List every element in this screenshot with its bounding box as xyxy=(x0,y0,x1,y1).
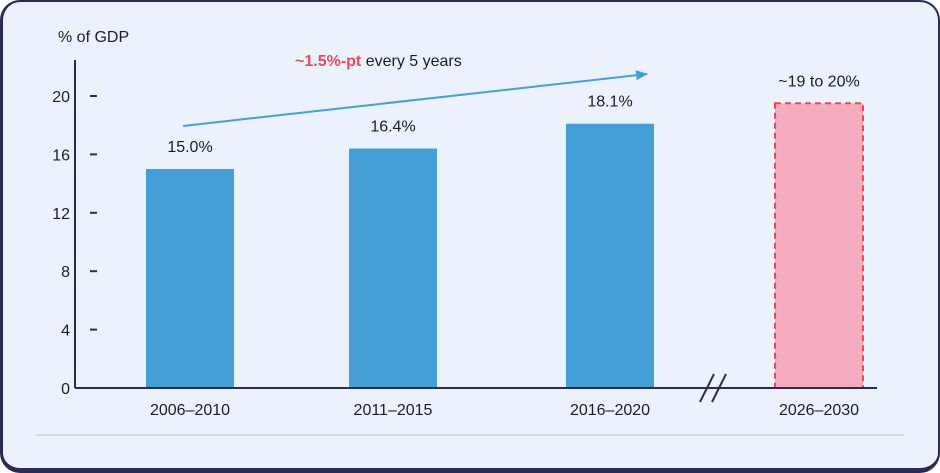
trend-text: every 5 years xyxy=(361,53,461,70)
category-label: 2006–2010 xyxy=(150,402,230,419)
bar-projected xyxy=(774,102,864,390)
y-axis-label: % of GDP xyxy=(58,29,129,46)
y-tick-label: 8 xyxy=(61,264,70,281)
data-labels: 15.0% 16.4% 18.1% ~19 to 20% xyxy=(167,73,859,156)
y-tick-label: 20 xyxy=(52,89,70,106)
axis-break-mark-2 xyxy=(711,373,727,403)
axis-break xyxy=(699,373,727,403)
trend-arrow xyxy=(182,70,648,127)
bar xyxy=(349,148,437,388)
data-label: 15.0% xyxy=(167,139,212,156)
axis-break-mark-1 xyxy=(699,373,715,403)
y-tick-label: 12 xyxy=(52,206,70,223)
bar xyxy=(146,169,234,388)
category-label: 2016–2020 xyxy=(570,402,650,419)
category-labels: 2006–2010 2011–2015 2016–2020 2026–2030 xyxy=(150,402,859,419)
category-label: 2011–2015 xyxy=(354,402,433,419)
bar xyxy=(566,123,654,389)
category-label: 2026–2030 xyxy=(779,402,859,419)
trend-highlight: ~1.5%-pt xyxy=(295,53,362,70)
data-label: 18.1% xyxy=(587,94,632,111)
trend-annotation: ~1.5%-pt every 5 years xyxy=(295,53,462,70)
y-tick-label: 16 xyxy=(52,147,70,164)
data-label: ~19 to 20% xyxy=(778,73,859,90)
data-label: 16.4% xyxy=(370,119,415,136)
bars xyxy=(146,102,864,390)
y-tick-label: 4 xyxy=(61,323,70,340)
y-tick-label: 0 xyxy=(61,381,70,398)
